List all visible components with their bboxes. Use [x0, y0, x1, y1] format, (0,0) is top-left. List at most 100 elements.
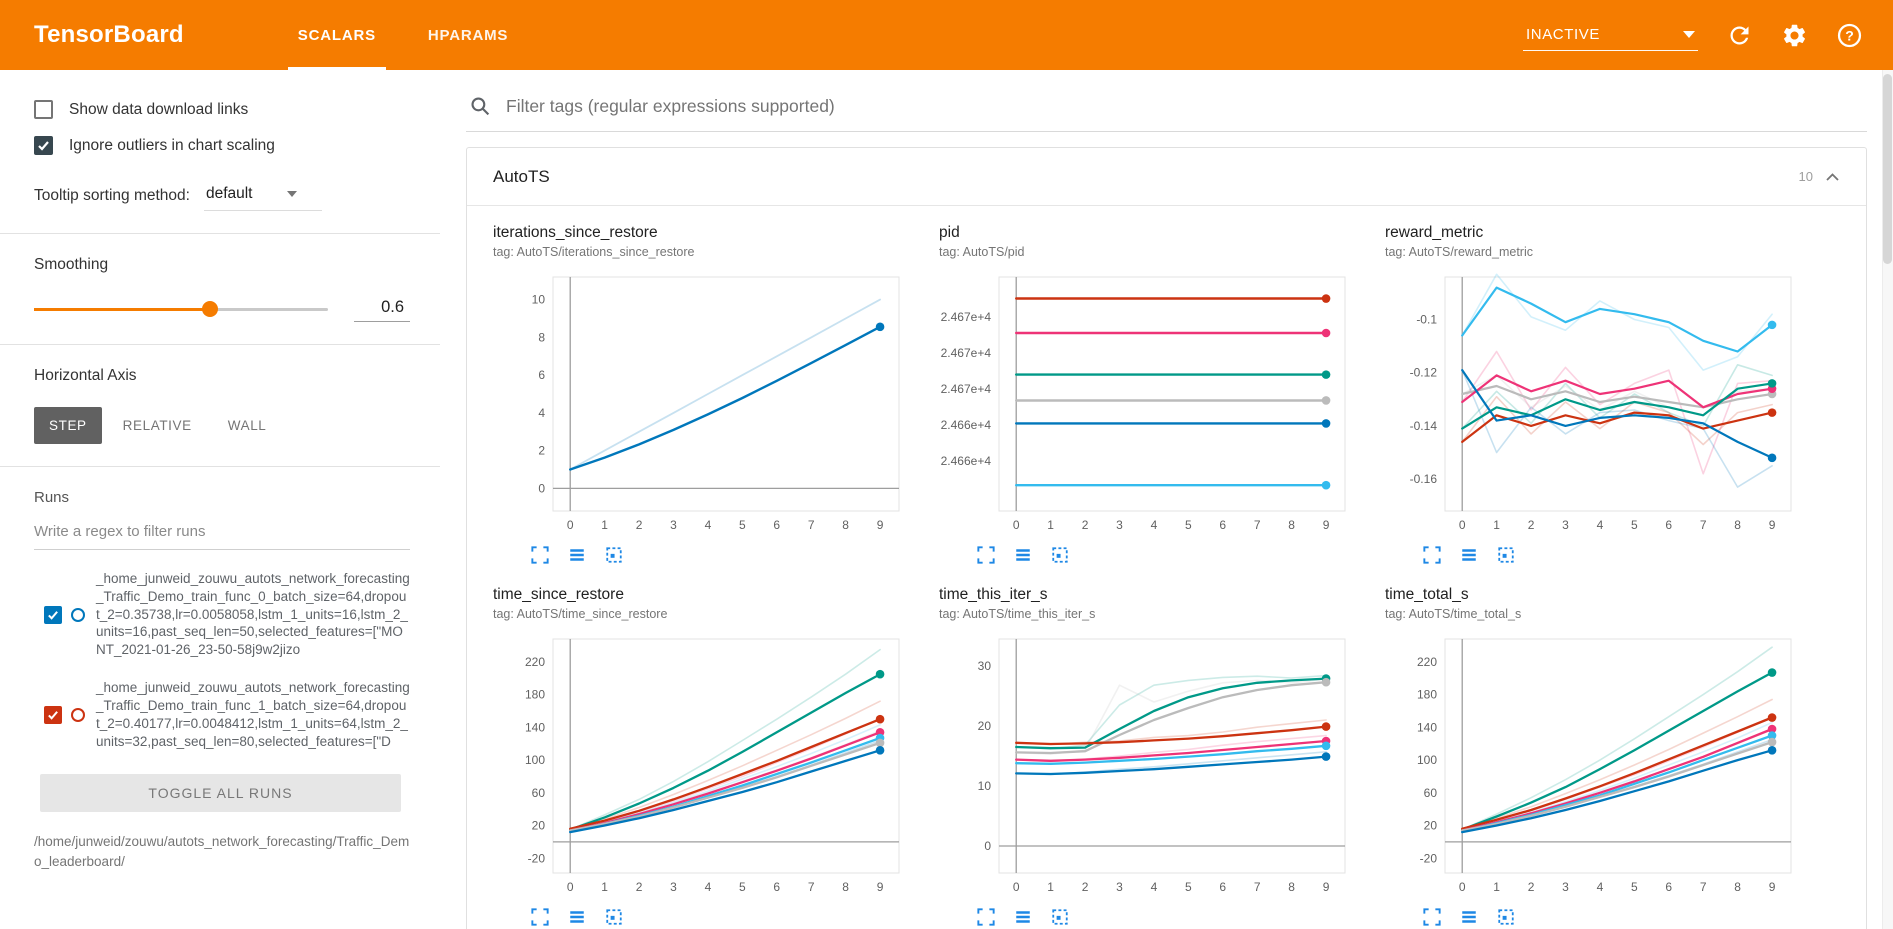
svg-text:220: 220: [1417, 655, 1437, 669]
app-title: TensorBoard: [34, 21, 184, 48]
svg-text:5: 5: [1631, 518, 1638, 532]
run-radio[interactable]: [71, 707, 85, 722]
svg-text:30: 30: [978, 659, 992, 673]
svg-text:2.466e+4: 2.466e+4: [941, 418, 992, 432]
svg-text:6: 6: [1665, 880, 1672, 894]
run-name[interactable]: _home_junweid_zouwu_autots_network_forec…: [96, 571, 410, 658]
data-table-button[interactable]: [1012, 906, 1034, 928]
svg-text:100: 100: [525, 753, 545, 767]
expand-chart-button[interactable]: [529, 544, 551, 566]
expand-chart-button[interactable]: [975, 906, 997, 928]
chart-card: time_total_s tag: AutoTS/time_total_s 22…: [1385, 586, 1805, 928]
svg-text:8: 8: [1734, 518, 1741, 532]
chart-tag: tag: AutoTS/iterations_since_restore: [493, 245, 695, 259]
charts-grid: iterations_since_restore tag: AutoTS/ite…: [467, 206, 1866, 929]
data-table-button[interactable]: [1012, 544, 1034, 566]
smoothing-slider[interactable]: [34, 301, 328, 317]
data-table-button[interactable]: [1458, 906, 1480, 928]
fit-domain-button[interactable]: [1049, 544, 1071, 566]
svg-text:9: 9: [877, 880, 884, 894]
chart-tag: tag: AutoTS/pid: [939, 245, 1025, 259]
reload-status-dropdown[interactable]: INACTIVE: [1523, 19, 1698, 51]
runs-regex-input[interactable]: [34, 516, 410, 550]
axis-relative-button[interactable]: RELATIVE: [108, 407, 207, 444]
svg-text:-0.12: -0.12: [1410, 366, 1438, 380]
svg-text:3: 3: [670, 880, 677, 894]
axis-wall-button[interactable]: WALL: [213, 407, 282, 444]
expand-chart-button[interactable]: [1421, 544, 1443, 566]
scrollbar-thumb[interactable]: [1883, 74, 1892, 264]
show-download-links-checkbox[interactable]: [34, 100, 53, 119]
expand-chart-button[interactable]: [1421, 906, 1443, 928]
svg-text:140: 140: [525, 720, 545, 734]
dashboard-main: AutoTS 10 iterations_since_restore tag: …: [440, 70, 1893, 929]
line-chart[interactable]: 2.467e+4 2.467e+4 2.467e+4 2.466e+4 2.466e+4…: [939, 267, 1359, 539]
smoothing-label: Smoothing: [34, 256, 109, 273]
tab-bar: SCALARS HPARAMS: [272, 0, 534, 70]
svg-text:5: 5: [1631, 880, 1638, 894]
line-chart[interactable]: 220 180 140 100 60 20 -20 0 1 2 3 4 5 6 7 8 9: [493, 629, 913, 901]
svg-text:1: 1: [1047, 518, 1054, 532]
smoothing-value-input[interactable]: 0.6: [354, 296, 410, 322]
svg-text:7: 7: [1700, 518, 1707, 532]
help-icon[interactable]: ?: [1836, 22, 1863, 49]
svg-text:5: 5: [1185, 518, 1192, 532]
svg-text:9: 9: [1323, 880, 1330, 894]
svg-text:100: 100: [1417, 753, 1437, 767]
fit-domain-button[interactable]: [1049, 906, 1071, 928]
chart-card: reward_metric tag: AutoTS/reward_metric …: [1385, 224, 1805, 566]
run-checkbox[interactable]: [44, 605, 62, 624]
line-chart[interactable]: 0 2 4 6 8 10 0 1 2 3 4 5 6 7 8 9: [493, 267, 913, 539]
data-table-button[interactable]: [566, 906, 588, 928]
chart-tag: tag: AutoTS/time_total_s: [1385, 607, 1522, 621]
smoothing-slider-fill: [34, 307, 211, 311]
tag-filter-input[interactable]: [504, 95, 1863, 118]
run-checkbox[interactable]: [44, 705, 62, 724]
tab-scalars[interactable]: SCALARS: [272, 0, 402, 70]
svg-text:220: 220: [525, 655, 545, 669]
svg-text:3: 3: [1562, 880, 1569, 894]
svg-text:20: 20: [532, 819, 546, 833]
chart-title: pid: [939, 224, 960, 241]
divider: [0, 344, 440, 345]
line-chart[interactable]: 220 180 140 100 60 20 -20 0 1 2 3 4 5 6 7 8 9: [1385, 629, 1805, 901]
tab-hparams[interactable]: HPARAMS: [427, 26, 509, 44]
svg-text:2.466e+4: 2.466e+4: [941, 454, 992, 468]
horizontal-axis-label: Horizontal Axis: [34, 367, 137, 384]
data-table-button[interactable]: [1458, 544, 1480, 566]
svg-text:5: 5: [739, 880, 746, 894]
chart-card: iterations_since_restore tag: AutoTS/ite…: [493, 224, 913, 566]
axis-step-button[interactable]: STEP: [34, 407, 102, 444]
expand-chart-button[interactable]: [975, 544, 997, 566]
svg-text:1: 1: [1493, 518, 1500, 532]
run-radio[interactable]: [71, 607, 85, 622]
fit-domain-button[interactable]: [1495, 906, 1517, 928]
svg-text:0: 0: [1013, 518, 1020, 532]
svg-text:7: 7: [1254, 518, 1261, 532]
settings-gear-icon[interactable]: [1781, 22, 1808, 49]
fit-domain-button[interactable]: [603, 544, 625, 566]
svg-text:8: 8: [1288, 880, 1295, 894]
svg-text:5: 5: [1185, 880, 1192, 894]
toggle-all-runs-button[interactable]: TOGGLE ALL RUNS: [40, 774, 401, 813]
line-chart[interactable]: -0.1 -0.12 -0.14 -0.16 0 1 2 3 4 5 6 7 8 9: [1385, 267, 1805, 539]
line-chart[interactable]: 30 20 10 0 0 1 2 3 4 5 6 7 8 9: [939, 629, 1359, 901]
svg-text:9: 9: [1323, 518, 1330, 532]
run-name[interactable]: _home_junweid_zouwu_autots_network_forec…: [96, 680, 410, 749]
svg-text:2: 2: [636, 880, 643, 894]
svg-text:3: 3: [1562, 518, 1569, 532]
svg-text:8: 8: [842, 518, 849, 532]
tooltip-sort-dropdown[interactable]: default: [203, 181, 322, 211]
ignore-outliers-checkbox[interactable]: [34, 136, 53, 155]
fit-domain-button[interactable]: [1495, 544, 1517, 566]
expand-chart-button[interactable]: [529, 906, 551, 928]
fit-domain-button[interactable]: [603, 906, 625, 928]
svg-text:0: 0: [1013, 880, 1020, 894]
scrollbar[interactable]: [1882, 70, 1893, 929]
svg-text:10: 10: [532, 293, 546, 307]
data-table-button[interactable]: [566, 544, 588, 566]
smoothing-slider-knob[interactable]: [202, 301, 219, 317]
collapse-card-control[interactable]: 10: [1799, 169, 1840, 184]
refresh-icon[interactable]: [1726, 22, 1753, 49]
svg-text:0: 0: [1459, 880, 1466, 894]
